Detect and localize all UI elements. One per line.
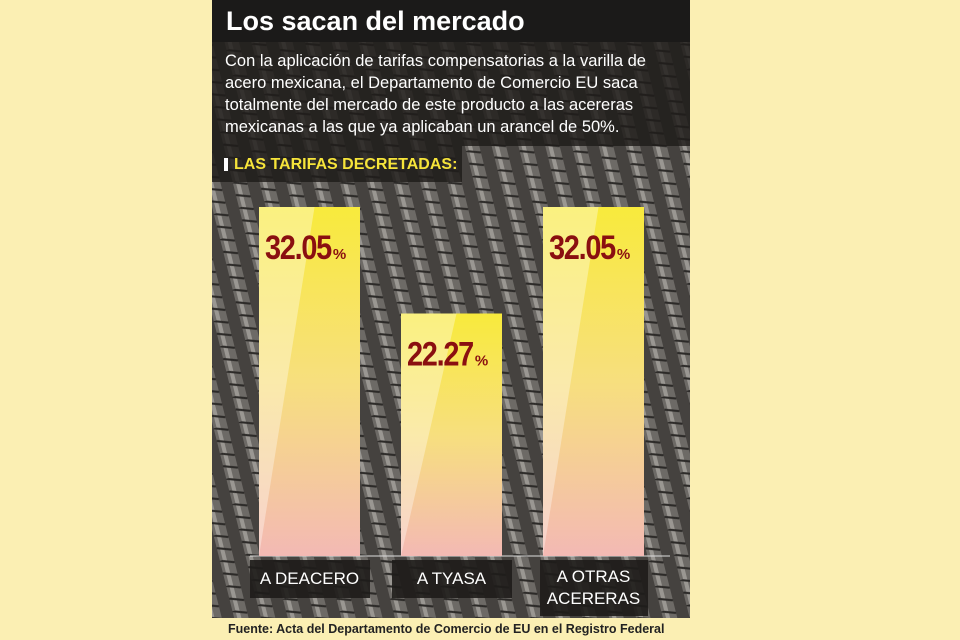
value-label: 32.05 bbox=[549, 228, 616, 267]
section-label: LAS TARIFAS DECRETADAS: bbox=[234, 156, 458, 173]
section-marker bbox=[224, 158, 228, 171]
category-label: A TYASA bbox=[391, 560, 512, 598]
bar bbox=[543, 207, 644, 556]
category-label: A DEACERO bbox=[249, 560, 370, 598]
subtitle: Con la aplicación de tarifas compensator… bbox=[225, 52, 646, 136]
subtitle-box bbox=[212, 42, 690, 146]
panel: Los sacan del mercado Con la aplicación … bbox=[212, 0, 690, 640]
value-suffix: % bbox=[617, 246, 630, 263]
section-box bbox=[212, 146, 462, 182]
bar bbox=[401, 313, 502, 556]
chart: 32.05 %22.27 %32.05% bbox=[250, 207, 670, 557]
chart-title: Los sacan del mercado bbox=[212, 0, 690, 42]
value-label: 22.27 bbox=[407, 334, 474, 373]
value-suffix: % bbox=[333, 246, 346, 263]
value-suffix: % bbox=[475, 352, 488, 369]
value-label: 32.05 bbox=[265, 228, 332, 267]
source: Fuente: Acta del Departamento de Comerci… bbox=[212, 618, 690, 640]
category-label: A OTRAS ACERERAS bbox=[539, 560, 648, 616]
bar bbox=[259, 207, 360, 556]
